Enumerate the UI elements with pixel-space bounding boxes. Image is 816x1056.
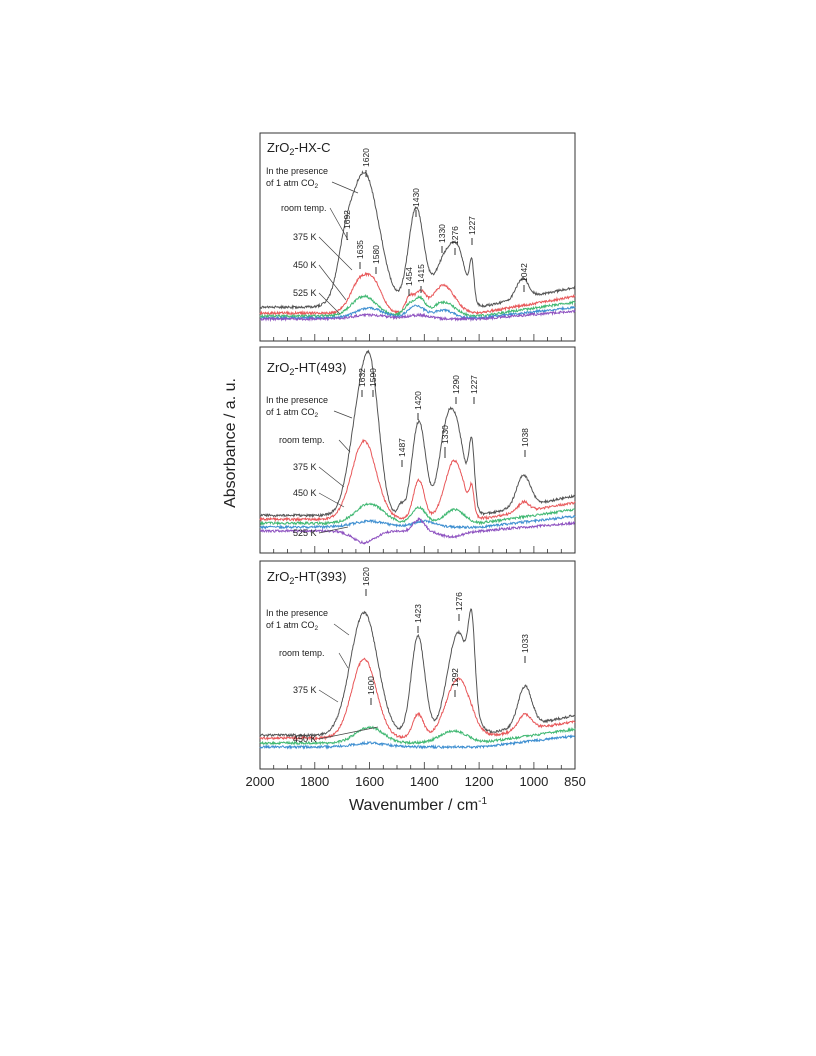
leader-450k (318, 492, 345, 508)
series-lines (259, 170, 576, 323)
panel-title: ZrO2-HX-C (267, 140, 331, 157)
peak-marks (365, 589, 526, 705)
series-label-co2-line1: In the presence (266, 395, 328, 405)
series-lines (259, 608, 576, 750)
series-line-525K (259, 308, 576, 323)
series-label-450k: 450 K (293, 734, 317, 744)
x-tick-label: 850 (564, 774, 586, 789)
series-line-375K (259, 502, 576, 526)
peak-label-1632: 1632 (357, 368, 367, 387)
x-ticks (259, 334, 576, 341)
panel-title: ZrO2-HT(393) (267, 569, 346, 586)
series-label-room-temp: room temp. (279, 435, 325, 445)
leader-525k (318, 526, 349, 534)
panel-zro2-ht-493: ZrO2-HT(493) In the presence of 1 atm CO… (259, 346, 576, 554)
series-label-co2-line2: of 1 atm CO2 (266, 178, 319, 190)
peak-label-1600: 1600 (366, 676, 376, 695)
peak-label-1454: 1454 (404, 267, 414, 286)
series-line-450K (259, 515, 576, 530)
leader-co2 (333, 410, 353, 419)
peak-label-1227: 1227 (469, 375, 479, 394)
x-tick-label: 1600 (355, 774, 384, 789)
series-label-co2-line2: of 1 atm CO2 (266, 407, 319, 419)
peak-label-1430: 1430 (411, 188, 421, 207)
peak-label-1415: 1415 (416, 264, 426, 283)
series-label-525k: 525 K (293, 288, 317, 298)
panel-zro2-hx-c: ZrO2-HX-C In the presence of 1 atm CO2 r… (259, 132, 576, 342)
peak-label-1033: 1033 (520, 634, 530, 653)
x-ticks (259, 546, 576, 553)
panel-frame (259, 560, 576, 770)
panel-frame (259, 132, 576, 342)
series-label-375k: 375 K (293, 462, 317, 472)
peak-label-1276: 1276 (450, 226, 460, 245)
series-label-co2-line1: In the presence (266, 166, 328, 176)
y-axis-title: Absorbance / a. u. (222, 378, 239, 508)
panel-title: ZrO2-HT(493) (267, 360, 346, 377)
series-line-525K (259, 516, 575, 545)
series-label-450k: 450 K (293, 260, 317, 270)
peak-label-1487: 1487 (397, 438, 407, 457)
series-label-450k: 450 K (293, 488, 317, 498)
leader-525k (318, 292, 341, 315)
peak-marks (346, 170, 525, 296)
peak-label-1420: 1420 (413, 391, 423, 410)
leader-co2 (331, 181, 359, 194)
series-line-375K (259, 294, 576, 319)
series-label-room-temp: room temp. (279, 648, 325, 658)
series-line-450K (259, 734, 576, 750)
x-tick-label: 1400 (410, 774, 439, 789)
peak-label-1330: 1330 (437, 224, 447, 243)
series-label-co2-line1: In the presence (266, 608, 328, 618)
leader-375k (318, 466, 345, 488)
x-ticks (259, 762, 576, 769)
peak-marks (361, 390, 526, 467)
peak-label-1330: 1330 (440, 425, 450, 444)
series-line-room_temp (259, 438, 576, 523)
x-axis-title: Wavenumber / cm-1 (349, 796, 488, 814)
series-label-375k: 375 K (293, 232, 317, 242)
series-label-room-temp: room temp. (281, 203, 327, 213)
panel-frame (259, 346, 576, 554)
peak-label-1635: 1635 (355, 240, 365, 259)
peak-label-1620: 1620 (361, 567, 371, 586)
peak-label-1038: 1038 (520, 428, 530, 447)
series-line-co2 (259, 170, 576, 311)
leader-450k (318, 726, 379, 740)
leader-room-temp (338, 652, 349, 669)
series-line-co2 (259, 349, 576, 519)
peak-label-1290: 1290 (451, 375, 461, 394)
series-line-375K (259, 725, 576, 746)
series-label-525k: 525 K (293, 528, 317, 538)
leader-375k (318, 689, 339, 703)
peak-label-1423: 1423 (413, 604, 423, 623)
peak-label-1042: 1042 (519, 263, 529, 282)
series-label-co2-line2: of 1 atm CO2 (266, 620, 319, 632)
series-line-room_temp (259, 271, 576, 316)
x-tick-label: 1800 (300, 774, 329, 789)
series-label-375k: 375 K (293, 685, 317, 695)
panel-zro2-ht-393: ZrO2-HT(393) In the presence of 1 atm CO… (259, 560, 576, 770)
series-line-room_temp (259, 657, 576, 741)
peak-label-1620: 1620 (361, 148, 371, 167)
leader-room-temp (338, 439, 351, 453)
leader-co2 (333, 623, 350, 636)
peak-label-1692: 1692 (342, 210, 352, 229)
x-tick-labels: 2000 1800 1600 1400 1200 1000 850 (246, 774, 586, 789)
peak-label-1276: 1276 (454, 592, 464, 611)
x-tick-label: 1200 (465, 774, 494, 789)
leader-375k (318, 236, 353, 271)
series-line-co2 (259, 608, 576, 738)
x-tick-label: 1000 (519, 774, 548, 789)
leader-450k (318, 264, 347, 301)
leader-room-temp (329, 207, 349, 241)
x-tick-label: 2000 (246, 774, 275, 789)
peak-label-1292: 1292 (450, 668, 460, 687)
peak-label-1580: 1580 (371, 245, 381, 264)
series-lines (259, 349, 576, 545)
peak-label-1590: 1590 (368, 368, 378, 387)
peak-label-1227: 1227 (467, 216, 477, 235)
